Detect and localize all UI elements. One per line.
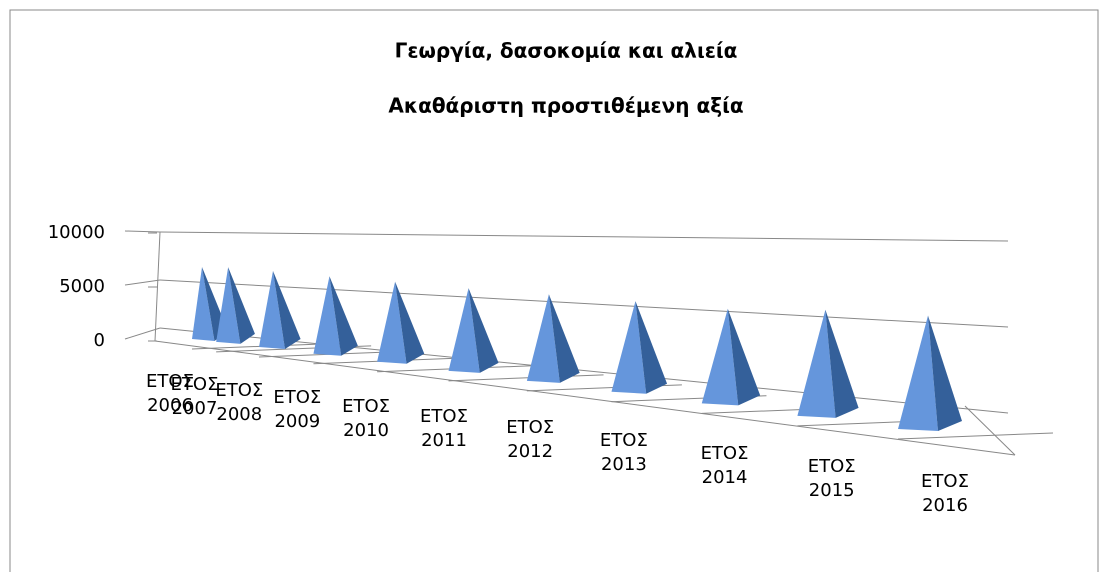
pyramid-side [468, 288, 499, 373]
grid-side [124, 327, 161, 340]
pyramid-front [313, 276, 342, 356]
pyramid-front [216, 267, 241, 344]
pyramid-front [377, 281, 407, 364]
chart-frame [9, 9, 1099, 572]
grid-side [124, 230, 161, 233]
x-tick-label: ΕΤΟΣ 2007 [170, 374, 219, 420]
pyramid-side [395, 281, 425, 364]
pyramid-front [898, 315, 938, 431]
x-tick-label: ΕΤΟΣ 2012 [506, 417, 555, 463]
pyramid-front [611, 301, 647, 394]
y-tick-label: 5000 [59, 276, 105, 297]
grid-line [159, 327, 1009, 414]
pyramid-side [928, 315, 962, 431]
y-tick-label: 10000 [48, 222, 105, 243]
x-tick-label: ΕΤΟΣ 2016 [921, 471, 969, 516]
y-axis [154, 231, 161, 342]
pyramid-front [701, 308, 739, 406]
pyramid-front [192, 266, 215, 341]
x-tick-label: ΕΤΟΣ 2015 [807, 456, 856, 502]
pyramid-side [727, 308, 761, 406]
x-tick-label: ΕΤΟΣ 2011 [420, 406, 468, 452]
x-tick-label: ΕΤΟΣ 2009 [273, 387, 322, 433]
pyramid-side [548, 294, 580, 383]
x-tick-mark [897, 432, 1054, 440]
grid-line [159, 279, 1009, 328]
pyramid-side [329, 276, 358, 356]
pyramid-side [825, 309, 859, 418]
pyramid-front [258, 270, 285, 350]
floor-edge [964, 405, 1016, 456]
grid-line [159, 231, 1009, 242]
pyramid-side [635, 301, 668, 394]
x-tick-label: ΕΤΟΣ 2006 [146, 371, 194, 416]
pyramid-front [448, 288, 480, 373]
pyramid-side [272, 270, 301, 350]
chart-subtitle: Ακαθάριστη προστιθέμενη αξία [388, 94, 743, 118]
x-tick-label: ΕΤΟΣ 2008 [215, 379, 264, 425]
pyramid-front [797, 309, 836, 418]
pyramid-side [228, 267, 255, 344]
x-tick-label: ΕΤΟΣ 2010 [342, 396, 390, 442]
chart-title: Γεωργία, δασοκομία και αλιεία [395, 39, 738, 63]
x-tick-mark [448, 374, 604, 382]
y-tick-label: 0 [94, 330, 105, 351]
grid-side [124, 279, 161, 286]
x-tick-label: ΕΤΟΣ 2014 [700, 442, 749, 488]
floor-edge [154, 340, 1016, 456]
x-tick-label: ΕΤΟΣ 2013 [599, 429, 648, 475]
